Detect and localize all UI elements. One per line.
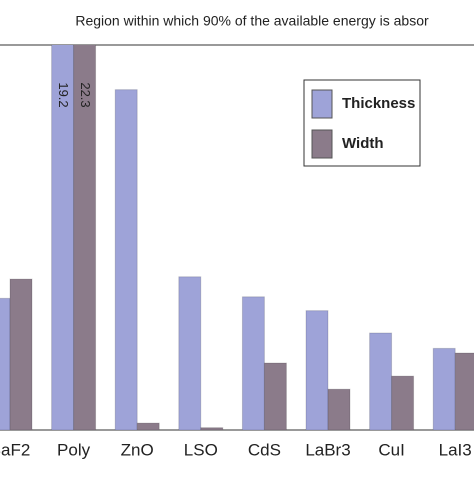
legend-label: Thickness (342, 95, 415, 112)
x-tick-label: LSO (184, 440, 218, 459)
x-tick-label: CdS (248, 440, 281, 459)
value-label: 22.3 (78, 82, 93, 107)
bar (263, 362, 287, 430)
x-tick-label: ZnO (121, 440, 154, 459)
bar (391, 375, 415, 430)
bar (51, 45, 75, 430)
bar (0, 297, 11, 430)
x-tick-label: CuI (378, 440, 404, 459)
legend-label: Width (342, 135, 384, 152)
x-tick-label: BaF2 (0, 440, 30, 459)
bar (200, 427, 224, 430)
bar (9, 278, 33, 430)
legend-swatch (311, 89, 333, 119)
x-tick-label: LaI3 (439, 440, 472, 459)
bar (327, 388, 351, 430)
legend-swatch (311, 129, 333, 159)
bar (454, 352, 474, 430)
bars (0, 45, 474, 430)
bar (73, 45, 97, 430)
x-tick-label: LaBr3 (305, 440, 350, 459)
bar (369, 332, 393, 430)
bar (432, 347, 456, 430)
bar (114, 89, 138, 430)
x-tick-label: Poly (57, 440, 91, 459)
bar (305, 310, 329, 430)
bar (178, 276, 202, 430)
bar (136, 422, 160, 430)
value-label: 19.2 (56, 82, 71, 107)
chart-title: Region within which 90% of the available… (75, 13, 429, 29)
bar (241, 296, 265, 430)
